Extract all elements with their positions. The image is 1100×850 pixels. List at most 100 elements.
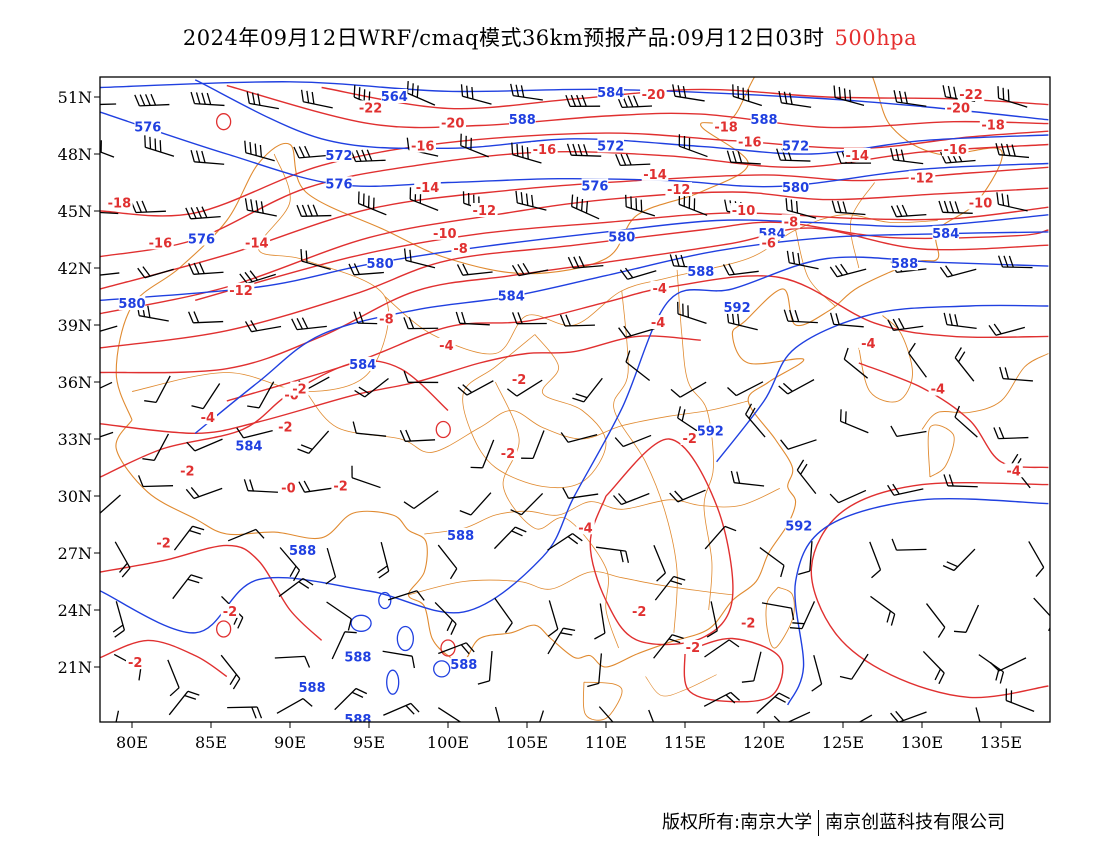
japan-outline <box>921 353 1049 430</box>
contour-label: -4 <box>201 411 215 426</box>
contour-label: -12 <box>667 183 691 198</box>
wind-barb <box>648 709 655 722</box>
contour-label-bg <box>276 419 295 434</box>
contour-label: 588 <box>447 529 474 544</box>
wind-barb <box>434 601 457 635</box>
contour-label-bg <box>648 315 668 330</box>
contour-label-bg <box>597 85 624 100</box>
contour-label-bg <box>782 180 809 195</box>
contour-label: 592 <box>724 301 751 316</box>
wind-barb <box>678 134 708 158</box>
contour-label: 572 <box>325 149 352 164</box>
contour-label-bg <box>750 111 778 126</box>
wind-barb <box>477 650 493 685</box>
wind-barb <box>943 474 978 488</box>
wind-barb <box>677 301 707 324</box>
wind-barb <box>334 687 368 711</box>
weather-map: 564 584 576 588 588 572 572 572 576 576 580 576 580 5… <box>58 76 1051 752</box>
height-contour-592 <box>716 304 1049 463</box>
contour-label: -4 <box>931 383 945 398</box>
contour-label: 588 <box>450 658 477 673</box>
temperature-contour-loop <box>215 620 232 638</box>
wind-barb <box>943 312 977 330</box>
wind-barb <box>783 309 818 324</box>
contour-label: 580 <box>118 297 145 312</box>
korea-outline <box>858 315 913 403</box>
wind-barb <box>511 262 549 277</box>
wind-barb <box>997 255 1033 269</box>
wind-barb <box>457 380 494 396</box>
wind-barb <box>185 486 223 500</box>
height-contour-loop <box>378 591 392 610</box>
wind-barb <box>614 434 652 448</box>
contour-label-bg <box>941 142 969 157</box>
wind-barb <box>785 198 817 219</box>
wind-barb <box>836 714 873 722</box>
wind-barb <box>296 204 332 217</box>
contour-label-bg <box>630 603 649 618</box>
wind-barb <box>773 711 811 722</box>
contour-label-bg <box>431 225 459 240</box>
title-main: 2024年09月12日WRF/cmaq模式36km预报产品:09月12日03时 <box>182 26 825 50</box>
wind-barb <box>227 528 265 542</box>
wind-barb <box>954 347 975 382</box>
contour-label: -2 <box>156 537 170 552</box>
contour-label: 584 <box>932 227 959 242</box>
contour-label-bg <box>785 518 813 533</box>
wind-barb <box>539 710 545 722</box>
province-boundary <box>305 391 749 453</box>
wind-barb <box>954 405 978 438</box>
wind-barb <box>890 148 924 165</box>
contour-label: 584 <box>349 358 376 373</box>
contour-label-bg <box>447 527 474 542</box>
hainan-outline <box>582 681 623 721</box>
wind-barb <box>989 657 1027 672</box>
wind-barb <box>144 375 171 404</box>
contour-label-bg <box>509 111 536 126</box>
temperature-contour--4 <box>226 275 1049 402</box>
wind-barb <box>547 627 576 655</box>
contour-label-bg <box>377 311 396 326</box>
wind-barb <box>437 544 458 580</box>
temperature-contour--2 <box>100 639 228 678</box>
contour-label: 564 <box>381 90 408 105</box>
wind-barb <box>567 256 604 269</box>
wind-barb <box>870 595 896 626</box>
contour-label: -14 <box>643 168 667 183</box>
temperature-contour--2 <box>100 335 701 435</box>
wind-barb <box>246 91 279 110</box>
wind-barb <box>144 135 175 157</box>
temperature-contour--2 <box>683 637 784 703</box>
contour-label: -16 <box>533 143 557 158</box>
contour-label: -4 <box>1006 464 1020 479</box>
height-contours <box>100 79 1049 706</box>
contour-label: 588 <box>750 113 777 128</box>
wind-barb <box>789 601 816 630</box>
wind-barb <box>130 200 166 214</box>
wind-barb <box>988 323 1025 336</box>
wind-barbs <box>100 81 1050 722</box>
contour-label-bg <box>739 615 758 630</box>
temperature-contour-loop <box>215 113 232 131</box>
contour-label-bg <box>325 176 353 191</box>
wind-barb <box>653 545 667 582</box>
contour-label-bg <box>439 115 466 130</box>
org-chuanglan: 南京创蓝科技有限公司 <box>825 812 1006 833</box>
wind-barb <box>829 489 867 504</box>
contour-label-bg <box>366 256 394 271</box>
wind-barb <box>761 602 795 621</box>
wind-barb <box>456 263 493 276</box>
contour-label-bg <box>198 410 217 425</box>
wind-barb <box>470 439 495 469</box>
y-tick-label: 36N <box>58 373 92 392</box>
contour-label-bg <box>683 640 703 654</box>
contour-label: 584 <box>235 440 262 455</box>
contour-label-bg <box>178 463 197 478</box>
wind-barb <box>953 604 980 633</box>
temperature-contour--10 <box>195 206 1049 301</box>
wind-barb <box>188 262 224 275</box>
contour-label-bg <box>437 337 456 352</box>
wind-barb <box>354 377 389 398</box>
wind-barb <box>115 710 120 722</box>
contour-label-bg <box>118 296 146 311</box>
